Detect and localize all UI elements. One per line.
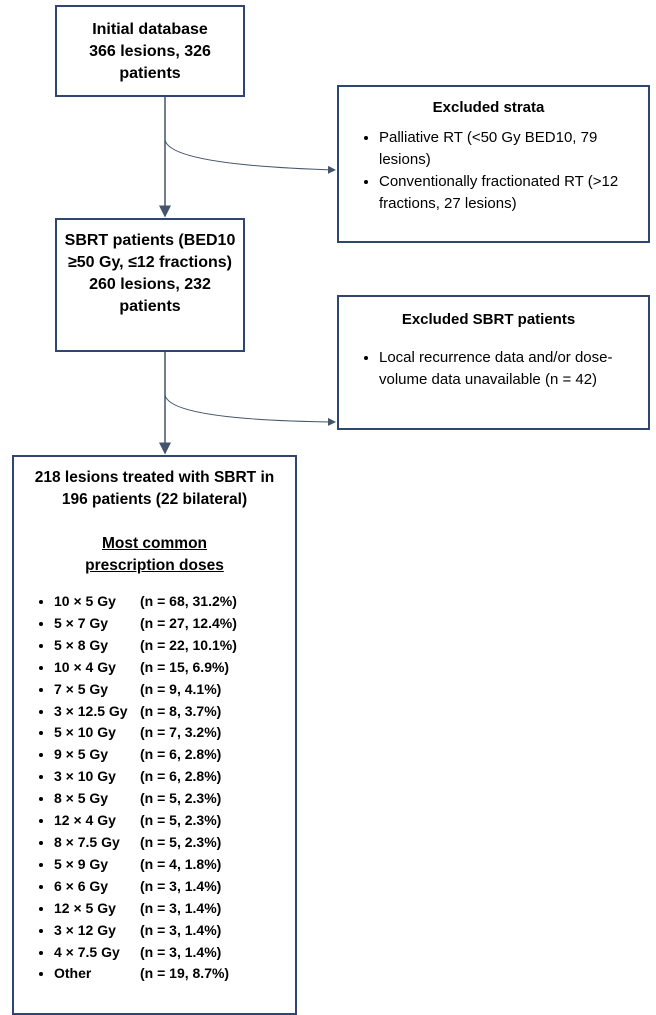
dose-detail: (n = 68, 31.2%) [140, 593, 237, 609]
dose-item: 5 × 9 Gy (n = 4, 1.8%) [54, 854, 283, 876]
dose-detail: (n = 6, 2.8%) [140, 746, 222, 763]
dose-detail: (n = 22, 10.1%) [140, 636, 237, 653]
dose: 8 × 5 Gy [54, 790, 109, 807]
bullet-list: Local recurrence data and/or dose-volume… [339, 347, 638, 391]
dose-list: 10 × 5 Gy (n = 68, 31.2%) 5 × 7 Gy (n = 27,… [26, 591, 283, 985]
dose: 4 × 7.5 Gy [54, 943, 120, 960]
dose: 12 × 5 Gy [54, 899, 116, 916]
dose: 6 × 6 Gy [54, 877, 109, 894]
dose-item: Other (n = 19, 8.7%) [54, 963, 283, 985]
dose-item: 10 × 4 Gy (n = 15, 6.9%) [54, 657, 283, 679]
dose-detail: (n = 3, 1.4%) [140, 877, 222, 894]
dose-item: 4 × 7.5 Gy (n = 3, 1.4%) [54, 942, 283, 964]
dose-item: 3 × 12.5 Gy (n = 8, 3.7%) [54, 701, 283, 723]
dose-detail: (n = 6, 2.8%) [140, 768, 222, 785]
dose-detail: (n = 4, 1.8%) [140, 855, 222, 872]
dose: 5 × 10 Gy [54, 724, 116, 741]
node-title: 218 lesions treated with SBRT in 196 pat… [34, 469, 275, 508]
node-excluded-sbrt: Excluded SBRT patients Local recurrence … [337, 295, 650, 430]
node-text: 260 lesions, 232 patients [89, 276, 211, 315]
dose-item: 7 × 5 Gy (n = 9, 4.1%) [54, 679, 283, 701]
dose: 7 × 5 Gy [54, 680, 109, 697]
dose-detail: (n = 8, 3.7%) [140, 702, 222, 719]
dose: 10 × 5 Gy [54, 593, 116, 609]
dose-detail: (n = 9, 4.1%) [140, 680, 222, 697]
bullet-item: Conventionally fractionated RT (>12 frac… [379, 171, 638, 215]
dose-item: 12 × 4 Gy (n = 5, 2.3%) [54, 810, 283, 832]
dose-detail: (n = 27, 12.4%) [140, 614, 237, 631]
dose: 12 × 4 Gy [54, 812, 116, 829]
node-excluded-strata: Excluded strata Palliative RT (<50 Gy BE… [337, 85, 650, 243]
dose-detail: (n = 15, 6.9%) [140, 658, 230, 675]
node-treated: 218 lesions treated with SBRT in 196 pat… [12, 455, 297, 1015]
dose: 3 × 12 Gy [54, 921, 116, 938]
dose-detail: (n = 7, 3.2%) [140, 724, 222, 741]
node-text: SBRT patients (BED10 ≥50 Gy, ≤12 fractio… [64, 232, 236, 271]
dose: 5 × 9 Gy [54, 855, 109, 872]
node-initial: Initial database 366 lesions, 326 patien… [55, 5, 245, 97]
dose-detail: (n = 19, 8.7%) [140, 965, 230, 982]
dose-item: 5 × 8 Gy (n = 22, 10.1%) [54, 635, 283, 657]
dose-item: 8 × 7.5 Gy (n = 5, 2.3%) [54, 832, 283, 854]
dose: 5 × 7 Gy [54, 614, 109, 631]
dose-item: 12 × 5 Gy (n = 3, 1.4%) [54, 898, 283, 920]
dose: 9 × 5 Gy [54, 746, 109, 763]
dose-item: 9 × 5 Gy (n = 6, 2.8%) [54, 744, 283, 766]
node-subtitle: Most common prescription doses [85, 535, 224, 574]
node-title: Excluded SBRT patients [401, 311, 576, 328]
node-text: 366 lesions, 326 patients [89, 43, 211, 82]
dose: 8 × 7.5 Gy [54, 833, 120, 850]
bullet-list: Palliative RT (<50 Gy BED10, 79 lesions)… [339, 127, 638, 215]
dose-item: 8 × 5 Gy (n = 5, 2.3%) [54, 788, 283, 810]
dose-item: 3 × 10 Gy (n = 6, 2.8%) [54, 766, 283, 788]
dose-detail: (n = 5, 2.3%) [140, 790, 222, 807]
dose-detail: (n = 5, 2.3%) [140, 833, 222, 850]
dose-detail: (n = 3, 1.4%) [140, 899, 222, 916]
dose: 3 × 10 Gy [54, 768, 116, 785]
node-title: Excluded strata [432, 99, 545, 116]
node-sbrt: SBRT patients (BED10 ≥50 Gy, ≤12 fractio… [55, 218, 245, 352]
dose-detail: (n = 3, 1.4%) [140, 921, 222, 938]
dose-item: 10 × 5 Gy (n = 68, 31.2%) [54, 591, 283, 613]
dose-item: 6 × 6 Gy (n = 3, 1.4%) [54, 876, 283, 898]
dose-item: 5 × 10 Gy (n = 7, 3.2%) [54, 722, 283, 744]
dose-detail: (n = 5, 2.3%) [140, 812, 222, 829]
bullet-item: Local recurrence data and/or dose-volume… [379, 347, 638, 391]
arrow [164, 139, 336, 174]
dose-item: 3 × 12 Gy (n = 3, 1.4%) [54, 920, 283, 942]
dose: Other [54, 965, 92, 982]
dose-item: 5 × 7 Gy (n = 27, 12.4%) [54, 613, 283, 635]
bullet-item: Palliative RT (<50 Gy BED10, 79 lesions) [379, 127, 638, 171]
dose: 5 × 8 Gy [54, 636, 109, 653]
node-text: Initial database [92, 21, 208, 38]
arrow [164, 394, 336, 426]
dose: 10 × 4 Gy [54, 658, 116, 675]
dose-detail: (n = 3, 1.4%) [140, 943, 222, 960]
dose: 3 × 12.5 Gy [54, 702, 128, 719]
